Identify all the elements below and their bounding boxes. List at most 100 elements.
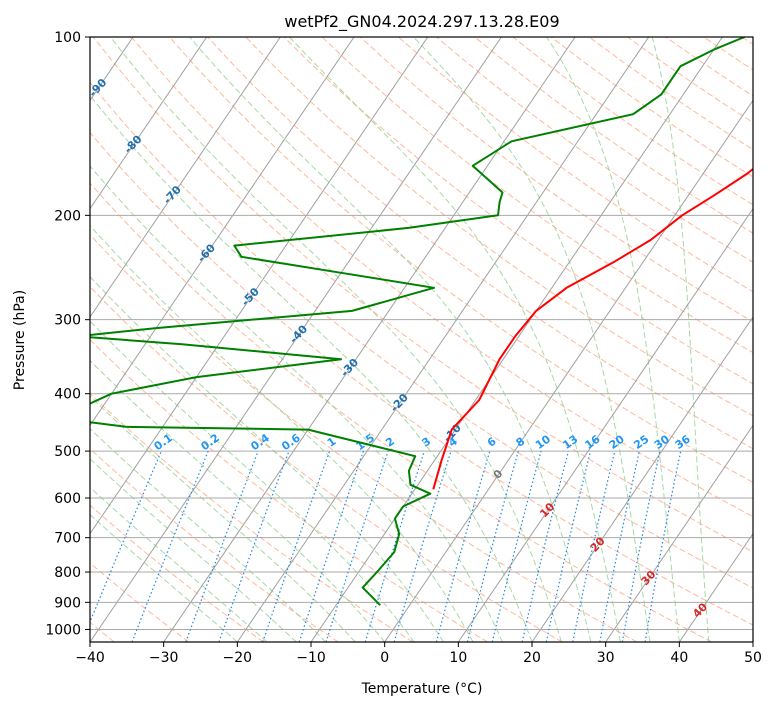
isotherm-label: -40 (287, 322, 310, 346)
y-tick-label: 200 (54, 208, 81, 224)
mixing-ratio-line (466, 450, 519, 642)
mixing-ratio-line (325, 450, 389, 642)
dry-adiabat (90, 285, 563, 642)
isotherm-line (163, 37, 576, 642)
moist-adiabat (651, 37, 710, 642)
isotherm-line (90, 37, 355, 427)
isotherm-label: 40 (690, 600, 710, 620)
dry-adiabat (512, 37, 753, 206)
y-tick-label: 700 (54, 531, 81, 547)
x-axis-label: Temperature (°C) (361, 681, 483, 697)
mixing-ratio-label: 13 (560, 433, 580, 452)
y-axis-label: Pressure (hPa) (12, 290, 28, 390)
dry-adiabat (245, 37, 753, 417)
dry-adiabat (90, 562, 190, 642)
dry-adiabat (398, 37, 753, 293)
y-tick-label: 100 (54, 30, 81, 46)
moist-adiabat (90, 359, 386, 642)
x-tick-label: −40 (75, 650, 105, 666)
x-axis: −40 −30 −20 −10 0 10 20 30 40 50 (75, 642, 762, 666)
dry-adiabat (436, 37, 753, 263)
moist-adiabat (110, 37, 562, 642)
moist-adiabat (90, 275, 445, 642)
y-tick-label: 400 (54, 387, 81, 403)
x-tick-label: 20 (523, 650, 541, 666)
y-tick-label: 300 (54, 313, 81, 329)
mixing-ratio-line (298, 450, 364, 642)
y-axis: 100 200 300 400 500 600 700 800 900 1000 (45, 30, 90, 638)
x-tick-label: 40 (670, 650, 688, 666)
mixing-ratio-label: 0.2 (198, 431, 221, 453)
isotherm-line (310, 37, 723, 642)
moist-adiabat (90, 427, 327, 642)
temperature-profile (432, 167, 753, 490)
dry-adiabat (90, 233, 638, 642)
mixing-ratio-label: 36 (673, 432, 693, 452)
moist-adiabat (90, 224, 474, 642)
moist-adiabat (90, 458, 297, 642)
dry-adiabat (321, 37, 753, 354)
mixing-ratio-line (599, 450, 640, 642)
dry-adiabat (283, 37, 753, 385)
moist-adiabat (90, 486, 268, 642)
mixing-ratio-label: 8 (513, 435, 527, 450)
x-tick-label: −10 (296, 650, 326, 666)
mixing-ratio-line (521, 450, 569, 642)
dry-adiabat (90, 182, 712, 642)
dry-adiabat (131, 37, 753, 518)
isotherm-label: 10 (537, 500, 557, 520)
x-tick-label: 0 (380, 650, 389, 666)
isotherm-label: -20 (388, 391, 411, 415)
mixing-ratio-line (90, 450, 162, 624)
mixing-ratio-line (364, 450, 425, 642)
dry-adiabat (741, 37, 753, 45)
isotherm-label: 0 (491, 467, 506, 482)
x-tick-label: −30 (149, 650, 179, 666)
moist-adiabat (90, 320, 415, 642)
isotherm-label: -50 (239, 285, 262, 309)
mixing-ratio-label: 3 (419, 435, 433, 450)
dry-adiabat (90, 392, 414, 642)
y-tick-label: 900 (54, 595, 81, 611)
mixing-ratio-label: 0.1 (152, 431, 175, 453)
moist-adiabat (90, 513, 238, 642)
isotherm-label: -60 (195, 241, 218, 265)
mixing-ratio-label: 16 (583, 432, 603, 452)
isotherm-line (752, 641, 753, 642)
moist-adiabat (189, 37, 592, 642)
mixing-ratio-label: 0.6 (279, 431, 303, 453)
profiles (90, 37, 753, 606)
mixing-ratio-line (435, 450, 491, 642)
y-tick-label: 800 (54, 565, 81, 581)
dry-adiabat (90, 131, 753, 626)
mixing-ratio-line (545, 450, 592, 642)
mixing-ratio-labels: 0.1 0.2 0.4 0.6 1 1.5 2 3 4 6 8 10 13 16 20 25 30 36 (152, 431, 693, 453)
moist-adiabat (546, 37, 680, 642)
isotherm-line (531, 316, 753, 642)
moist-adiabat (90, 94, 533, 642)
y-tick-label: 1000 (45, 622, 81, 638)
isotherm-line (236, 37, 650, 642)
isotherm-label: -80 (122, 132, 145, 156)
isotherm-label: -70 (161, 183, 184, 207)
mixing-ratio-line (491, 450, 542, 642)
dewpoint-profile (90, 37, 745, 606)
chart-title: wetPf2_GN04.2024.297.13.28.E09 (284, 12, 559, 32)
isotherm-line (90, 37, 208, 210)
isotherm-line (457, 207, 753, 642)
dry-adiabat (703, 37, 753, 71)
moist-adiabat (90, 395, 356, 642)
moist-adiabat (413, 37, 651, 642)
y-tick-label: 500 (54, 444, 81, 460)
dry-adiabat (90, 81, 753, 589)
plot-frame (89, 36, 754, 643)
mixing-ratio-line (621, 450, 661, 642)
mixing-ratio-label: 2 (383, 435, 397, 450)
moist-adiabat (289, 37, 621, 642)
y-tick-label: 600 (54, 491, 81, 507)
dry-adiabat (359, 37, 753, 323)
isotherm-line (0, 37, 59, 642)
mixing-ratio-line (572, 450, 616, 642)
isotherm-line (90, 37, 281, 318)
